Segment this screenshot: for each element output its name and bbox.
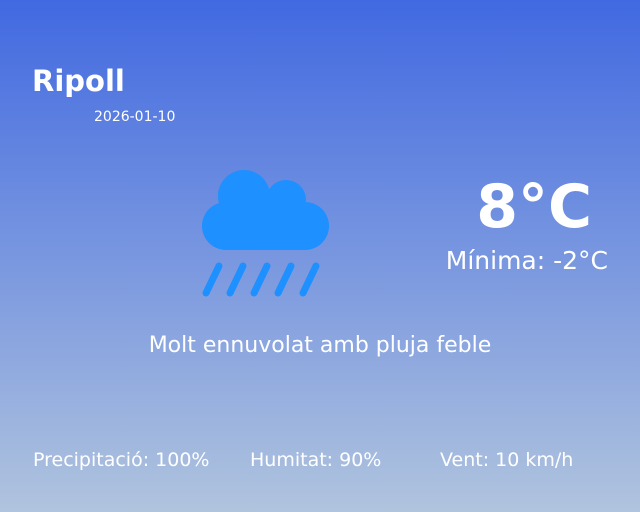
weather-description: Molt ennuvolat amb pluja feble bbox=[148, 333, 492, 358]
cloud-rain-icon bbox=[202, 170, 329, 297]
city-name: Ripoll bbox=[32, 64, 125, 98]
wind-stat: Vent: 10 km/h bbox=[440, 449, 574, 471]
forecast-date: 2026-01-10 bbox=[94, 109, 176, 125]
current-temperature: 8°C bbox=[476, 172, 592, 242]
precipitation-stat: Precipitació: 100% bbox=[33, 449, 210, 471]
minimum-temperature: Mínima: -2°C bbox=[445, 246, 608, 275]
humidity-stat: Humitat: 90% bbox=[250, 449, 382, 471]
